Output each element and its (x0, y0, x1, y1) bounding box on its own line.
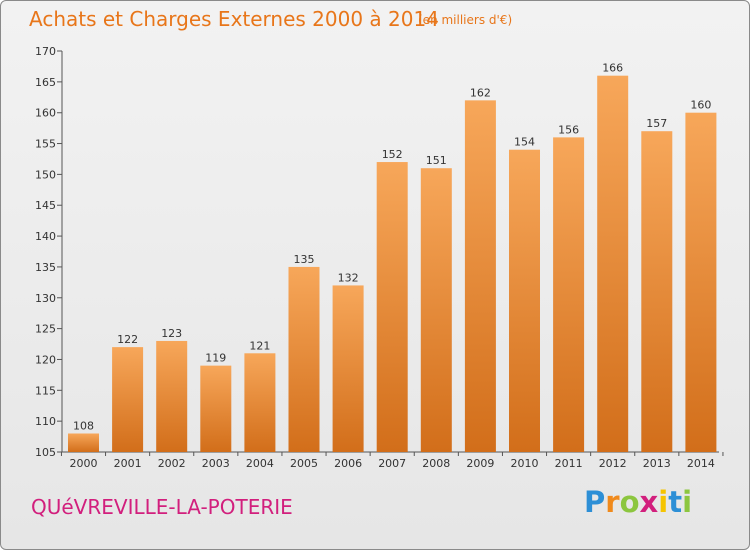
bar-2014 (685, 112, 717, 452)
y-tick-label: 150 (35, 168, 56, 181)
y-tick-label: 140 (35, 230, 56, 243)
bar-2007 (376, 162, 408, 453)
proxiti-logo: Proxiti (584, 485, 693, 519)
x-tick-label: 2002 (158, 457, 186, 470)
chart-title: Achats et Charges Externes 2000 à 2014 (29, 7, 439, 31)
x-tick-label: 2014 (687, 457, 715, 470)
bar-2001 (112, 347, 144, 452)
bar-2003 (200, 365, 232, 452)
value-label-2009: 162 (470, 86, 491, 99)
x-tick-label: 2007 (378, 457, 406, 470)
bar-2011 (553, 137, 585, 452)
value-label-2012: 166 (602, 62, 623, 75)
bar-2000 (68, 433, 99, 452)
value-label-2000: 108 (73, 419, 94, 432)
bar-2005 (288, 266, 320, 452)
x-tick-label: 2006 (334, 457, 362, 470)
value-label-2003: 119 (205, 352, 226, 365)
bars (68, 75, 717, 453)
bar-2009 (464, 100, 496, 452)
y-tick-label: 125 (35, 323, 56, 336)
commune-name: QUéVREVILLE-LA-POTERIE (31, 495, 293, 519)
x-tick-label: 2008 (422, 457, 450, 470)
value-label-2001: 122 (117, 333, 138, 346)
data-labels: 108 122 123 119 121 135 132 152 151 162 154 156 166 1… (73, 62, 711, 433)
x-tick-label: 2004 (246, 457, 274, 470)
value-label-2005: 135 (294, 253, 315, 266)
x-tick-label: 2005 (290, 457, 318, 470)
bar-2006 (332, 285, 364, 452)
x-tick-label: 2013 (643, 457, 671, 470)
bar-2010 (509, 149, 540, 452)
y-tick-label: 110 (35, 415, 56, 428)
x-tick-label: 2011 (555, 457, 583, 470)
y-tick-label: 160 (35, 107, 56, 120)
bar-2013 (641, 131, 673, 452)
x-tick-label: 2009 (466, 457, 494, 470)
x-tick-label: 2010 (511, 457, 539, 470)
bar-2012 (597, 75, 629, 452)
y-tick-label: 105 (35, 446, 56, 459)
bar-2004 (244, 353, 276, 452)
chart-unit: (en milliers d'€) (418, 13, 513, 27)
x-tick-label: 2001 (114, 457, 142, 470)
x-axis: 2000 2001 2002 2003 2004 2005 2006 2007 2008 2009… (60, 451, 724, 470)
value-label-2006: 132 (338, 271, 359, 284)
y-tick-label: 130 (35, 292, 56, 305)
y-tick-label: 120 (35, 353, 56, 366)
bar-2008 (420, 168, 452, 452)
value-label-2008: 151 (426, 154, 447, 167)
y-tick-label: 170 (35, 45, 56, 58)
y-tick-label: 155 (35, 138, 56, 151)
y-tick-label: 145 (35, 199, 56, 212)
value-label-2013: 157 (646, 117, 667, 130)
y-tick-label: 115 (35, 384, 56, 397)
value-label-2011: 156 (558, 123, 579, 136)
y-tick-label: 135 (35, 261, 56, 274)
value-label-2014: 160 (690, 99, 711, 112)
value-label-2007: 152 (382, 148, 403, 161)
x-tick-label: 2003 (202, 457, 230, 470)
value-label-2010: 154 (514, 136, 535, 149)
value-label-2004: 121 (249, 339, 270, 352)
x-tick-label: 2000 (70, 457, 98, 470)
y-axis: 105 110 115 120 125 130 135 140 145 150 155 160 165 1… (35, 45, 63, 459)
x-tick-label: 2012 (599, 457, 627, 470)
value-label-2002: 123 (161, 327, 182, 340)
bar-2002 (156, 340, 188, 452)
y-tick-label: 165 (35, 76, 56, 89)
